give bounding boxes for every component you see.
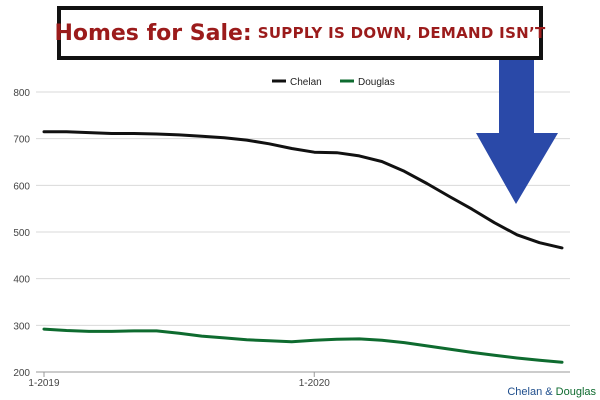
down-arrow-icon bbox=[476, 56, 558, 204]
y-axis-ticks: 200 300 400 500 600 700 800 bbox=[13, 88, 30, 379]
y-tick-label: 700 bbox=[13, 135, 30, 146]
legend: Chelan Douglas bbox=[272, 77, 395, 88]
page-title: Homes for Sale: bbox=[54, 20, 252, 46]
x-tick-label: 1-2019 bbox=[28, 378, 60, 389]
y-tick-label: 200 bbox=[13, 368, 30, 379]
legend-label-douglas: Douglas bbox=[358, 77, 395, 88]
series-line-douglas bbox=[42, 327, 564, 364]
legend-label-chelan: Chelan bbox=[290, 77, 322, 88]
page-subtitle: SUPPLY IS DOWN, DEMAND ISN’T bbox=[257, 24, 546, 42]
title-banner: Homes for Sale: SUPPLY IS DOWN, DEMAND I… bbox=[54, 6, 546, 60]
source-label: Chelan & Douglas bbox=[507, 386, 596, 398]
y-tick-label: 500 bbox=[13, 228, 30, 239]
y-tick-label: 300 bbox=[13, 321, 30, 332]
series-line-chelan bbox=[42, 130, 564, 250]
y-tick-label: 800 bbox=[13, 88, 30, 99]
source-separator: & bbox=[542, 386, 556, 398]
source-part-douglas: Douglas bbox=[555, 386, 596, 398]
series-lines bbox=[42, 130, 564, 364]
x-axis-ticks: 1-2019 1-2020 bbox=[28, 372, 330, 389]
y-tick-label: 400 bbox=[13, 275, 30, 286]
x-tick-label: 1-2020 bbox=[299, 378, 331, 389]
y-tick-label: 600 bbox=[13, 181, 30, 192]
source-part-chelan: Chelan bbox=[507, 386, 543, 398]
gridlines bbox=[36, 91, 570, 373]
